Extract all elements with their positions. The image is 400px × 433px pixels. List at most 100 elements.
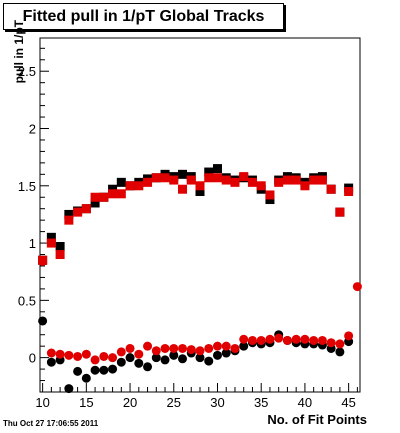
data-point-circle: [300, 334, 310, 344]
data-point-square: [186, 175, 196, 185]
timestamp-label: Thu Oct 27 17:06:55 2011: [3, 419, 99, 428]
data-point-circle: [108, 353, 118, 363]
x-tick-label: 40: [298, 395, 312, 410]
data-point-circle: [178, 354, 188, 364]
data-point-square: [195, 187, 205, 197]
data-point-circle: [186, 345, 196, 355]
data-point-circle: [46, 348, 56, 358]
x-tick-label: 30: [210, 395, 224, 410]
data-point-square: [46, 238, 56, 248]
data-point-circle: [143, 362, 153, 372]
data-point-circle: [344, 331, 354, 341]
data-point-circle: [230, 343, 240, 353]
data-point-square: [204, 167, 214, 177]
data-point-circle: [143, 341, 153, 351]
data-point-circle: [99, 365, 109, 375]
data-point-circle: [151, 353, 161, 363]
data-point-square: [169, 175, 179, 185]
data-point-square: [125, 181, 135, 191]
data-point-square: [116, 177, 126, 187]
data-point-circle: [239, 334, 249, 344]
data-point-circle: [282, 335, 292, 345]
x-tick-label: 25: [167, 395, 181, 410]
data-point-square: [108, 184, 118, 194]
data-point-circle: [160, 355, 170, 365]
data-point-circle: [256, 335, 266, 345]
data-point-square: [282, 175, 292, 185]
title-box: Fitted pull in 1/pT Global Tracks: [3, 3, 284, 30]
data-point-circle: [73, 351, 83, 361]
x-tick-label: 15: [79, 395, 93, 410]
data-point-square: [256, 181, 266, 191]
data-point-square: [151, 173, 161, 183]
data-point-square: [247, 177, 257, 187]
data-point-square: [274, 177, 284, 187]
x-tick-label: 35: [254, 395, 268, 410]
x-axis-label: No. of Fit Points: [267, 412, 367, 427]
data-point-circle: [134, 349, 144, 359]
data-point-square: [108, 189, 118, 199]
data-point-circle: [81, 373, 91, 383]
data-point-square: [55, 250, 65, 260]
data-point-circle: [99, 351, 109, 361]
data-point-circle: [335, 347, 345, 357]
data-point-circle: [64, 384, 74, 394]
data-point-circle: [108, 364, 118, 374]
data-point-circle: [221, 348, 231, 358]
data-point-square: [195, 181, 205, 191]
data-point-circle: [204, 356, 214, 366]
data-point-square: [335, 207, 345, 217]
data-point-square: [55, 242, 65, 252]
data-point-circle: [352, 282, 362, 292]
data-point-square: [143, 177, 153, 187]
data-point-square: [178, 169, 188, 179]
data-point-circle: [160, 343, 170, 353]
data-point-square: [116, 189, 126, 199]
data-point-square: [81, 204, 91, 214]
data-point-square: [134, 181, 144, 191]
data-point-circle: [151, 346, 161, 356]
data-point-circle: [125, 353, 135, 363]
data-point-circle: [169, 343, 179, 353]
data-point-circle: [291, 334, 301, 344]
data-point-circle: [239, 341, 249, 351]
data-point-circle: [221, 341, 231, 351]
data-point-square: [160, 173, 170, 183]
data-point-circle: [212, 350, 222, 360]
data-point-square: [90, 198, 100, 208]
data-point-circle: [46, 357, 56, 367]
data-point-square: [212, 173, 222, 183]
y-tick-label: 1: [29, 236, 36, 251]
data-point-circle: [90, 365, 100, 375]
data-point-square: [265, 190, 275, 200]
chart-title: Fitted pull in 1/pT Global Tracks: [22, 8, 265, 25]
plot-axes: 10 15 20 25 30 35 40 45 0 0.5 1 1.5 2 2.5: [18, 37, 361, 410]
data-point-circle: [90, 355, 100, 365]
data-point-circle: [309, 335, 319, 345]
data-point-square: [291, 175, 301, 185]
data-point-circle: [335, 339, 345, 349]
data-point-circle: [116, 347, 126, 357]
data-point-circle: [81, 349, 91, 359]
data-point-square: [309, 175, 319, 185]
data-point-square: [344, 187, 354, 197]
data-point-square: [317, 175, 327, 185]
x-tick-label: 20: [123, 395, 137, 410]
data-point-circle: [125, 343, 135, 353]
data-point-circle: [38, 316, 48, 326]
data-point-square: [230, 177, 240, 187]
x-tick-label: 45: [341, 395, 355, 410]
data-point-square: [178, 184, 188, 194]
data-point-circle: [326, 338, 336, 348]
data-point-square: [265, 195, 275, 205]
y-tick-label: 2.5: [18, 64, 36, 79]
data-point-circle: [38, 256, 48, 266]
data-point-square: [239, 172, 249, 182]
y-tick-label: 2: [29, 122, 36, 137]
data-point-square: [90, 192, 100, 202]
data-point-circle: [116, 357, 126, 367]
data-point-square: [64, 209, 74, 219]
data-point-circle: [134, 358, 144, 368]
data-point-square: [300, 181, 310, 191]
